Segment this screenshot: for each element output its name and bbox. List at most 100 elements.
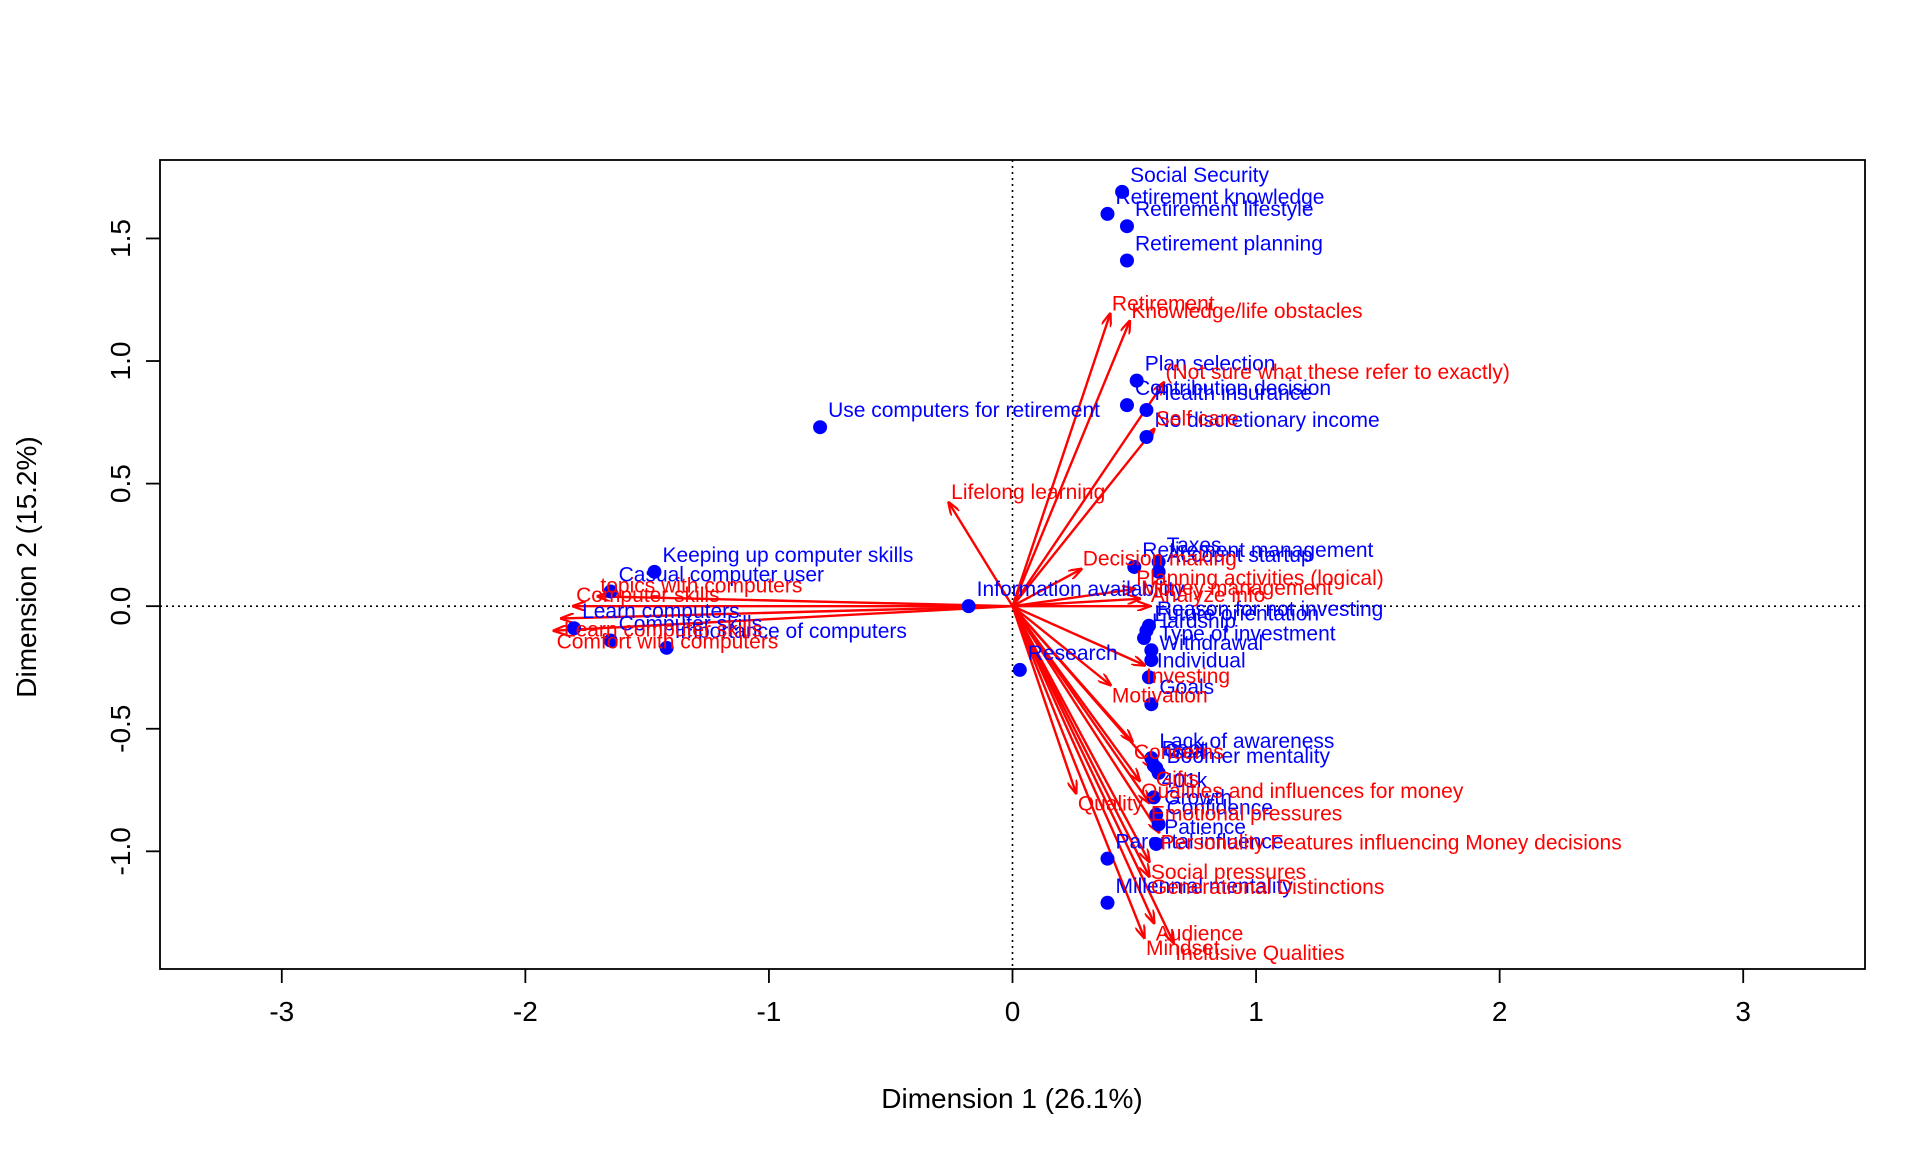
- vector-arrow: [1011, 605, 1159, 832]
- vector-label: Planning activities (logical): [1136, 567, 1383, 590]
- point-label: Learn computers: [582, 600, 740, 623]
- point-label: Goals: [1159, 676, 1214, 699]
- data-point: [1151, 564, 1166, 579]
- vector-arrow: [1011, 605, 1149, 802]
- data-point: [647, 564, 662, 579]
- point-label: Casual computer user: [619, 563, 824, 586]
- point-label: Hardship: [1152, 610, 1236, 633]
- vector-label: Inclusive Qualities: [1175, 942, 1344, 965]
- point-label: Confidence: [1167, 796, 1273, 819]
- point-label: Retirement management: [1142, 539, 1373, 562]
- point-label: Health insurance: [1154, 382, 1312, 405]
- point-label: Use computers for retirement: [828, 399, 1100, 422]
- point-label: 401k: [1162, 769, 1208, 792]
- data-point: [1146, 790, 1161, 805]
- vector-label: Computer skills: [576, 584, 720, 607]
- vector-arrow: [1011, 605, 1076, 792]
- y-tick-label: 1.5: [105, 219, 136, 258]
- data-point: [1151, 555, 1166, 570]
- point-label: Lack of awareness: [1159, 730, 1334, 753]
- point-label: Importance of computers: [675, 620, 907, 643]
- point-label: Retirement knowledge: [1115, 186, 1324, 209]
- vector-arrow: [1011, 605, 1145, 937]
- vector-label: Learn computer skills: [564, 618, 762, 641]
- point-label: Future orientation: [1154, 603, 1319, 626]
- data-point: [1144, 643, 1159, 658]
- vector-arrow: [1011, 605, 1154, 922]
- data-point: [961, 599, 976, 614]
- vector-label: Comfort with computers: [557, 631, 779, 654]
- x-tick-label: 1: [1248, 996, 1264, 1027]
- vector-arrow: [1012, 599, 1140, 608]
- vector-label: Audience: [1156, 922, 1244, 945]
- data-point: [1129, 373, 1144, 388]
- vector-arrow: [1011, 383, 1164, 607]
- vector-label: Personality Features influencing Money d…: [1161, 832, 1622, 855]
- x-tick-label: 3: [1735, 996, 1751, 1027]
- vector-label: Motivation: [1112, 685, 1208, 708]
- x-axis-label: Dimension 1 (26.1%): [881, 1083, 1142, 1114]
- x-tick-label: -3: [269, 996, 294, 1027]
- vector-label: Retirement: [1112, 292, 1215, 315]
- data-point: [813, 420, 828, 435]
- x-tick-label: 0: [1005, 996, 1021, 1027]
- vector-arrow: [1011, 605, 1154, 768]
- y-tick-label: -1.0: [105, 827, 136, 875]
- vector-label: Emotional pressures: [1151, 802, 1342, 825]
- point-label: Boomer mentality: [1167, 745, 1331, 768]
- vector-label: Knowledge/life obstacles: [1131, 300, 1362, 323]
- point-label: Computer skills: [619, 612, 763, 635]
- data-point: [1151, 765, 1166, 780]
- point-label: Taxes: [1167, 534, 1222, 557]
- data-point: [1144, 697, 1159, 712]
- point-label: Debt: [1162, 738, 1207, 761]
- point-label: No discretionary income: [1154, 409, 1379, 432]
- vector-arrow: [1012, 605, 1145, 665]
- point-label: Withdrawal: [1159, 632, 1263, 655]
- x-tick-label: -1: [756, 996, 781, 1027]
- data-point: [603, 633, 618, 648]
- y-tick-label: 0.5: [105, 464, 136, 503]
- vector-arrow: [1011, 430, 1154, 607]
- vector-label: Concerns: [1134, 741, 1224, 764]
- point-label: Information availability: [977, 578, 1185, 601]
- vector-label: Money management: [1141, 577, 1333, 600]
- point-label: Account startup: [1167, 544, 1313, 567]
- data-point: [1119, 398, 1134, 413]
- point-label: Retirement lifestyle: [1135, 198, 1314, 221]
- point-label: Keeping up computer skills: [662, 544, 913, 567]
- vector-arrow: [1011, 569, 1081, 608]
- vector-arrow: [555, 604, 1013, 631]
- vector-label: Investing: [1146, 665, 1230, 688]
- data-point: [1139, 403, 1154, 418]
- point-label: Parental influence: [1115, 831, 1283, 854]
- y-tick-label: -0.5: [105, 705, 136, 753]
- vector-arrow: [949, 503, 1014, 607]
- vector-label: topics with computers: [600, 574, 802, 597]
- x-tick-label: 2: [1492, 996, 1508, 1027]
- vector-label: Generational Distinctions: [1151, 876, 1384, 899]
- data-point: [1141, 670, 1156, 685]
- point-label: Individual: [1157, 649, 1246, 672]
- data-point: [1100, 851, 1115, 866]
- data-point: [1100, 895, 1115, 910]
- vector-label: Analyze info: [1151, 584, 1265, 607]
- point-label: Patience: [1164, 816, 1246, 839]
- vector-arrow: [1011, 605, 1174, 942]
- point-label: Growth: [1164, 787, 1232, 810]
- vector-label: Gifts: [1156, 768, 1199, 791]
- y-axis-label: Dimension 2 (15.2%): [11, 436, 42, 697]
- point-label: Millennial mentality: [1115, 875, 1293, 898]
- data-point: [1012, 662, 1027, 677]
- point-label: Goal: [1164, 740, 1208, 763]
- point-label: Social Security: [1130, 164, 1269, 187]
- vector-arrow: [598, 596, 1013, 608]
- point-label: Retirement planning: [1135, 233, 1323, 256]
- vector-label: Qualities and influences for money: [1141, 780, 1464, 803]
- point-label: Contribution decision: [1135, 377, 1331, 400]
- data-point: [659, 640, 674, 655]
- point-label: Research: [1028, 642, 1118, 665]
- data-point: [1115, 184, 1130, 199]
